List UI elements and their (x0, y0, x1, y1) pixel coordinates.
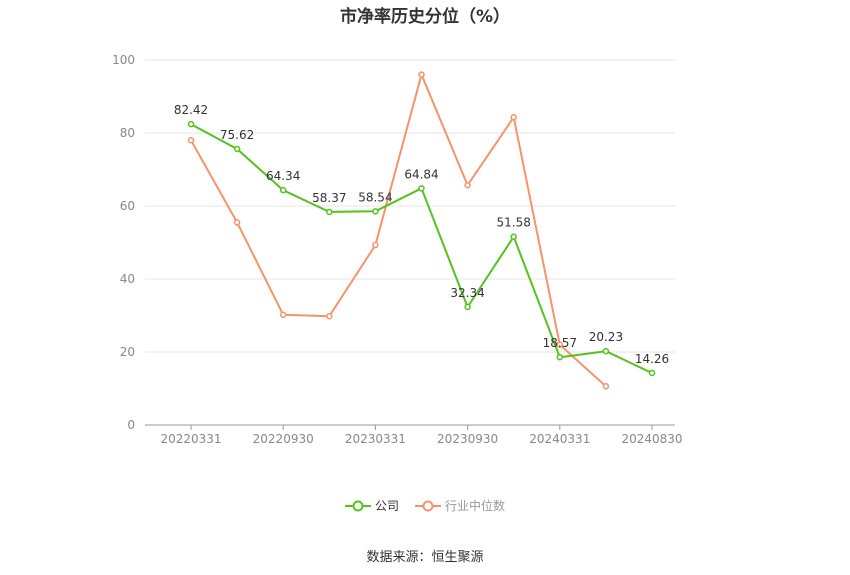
data-label-2: 64.34 (266, 169, 300, 183)
legend: 公司 行业中位数 (0, 497, 850, 514)
series-0-point-2 (279, 186, 287, 194)
series-1-point-4 (372, 241, 379, 249)
legend-industry-label: 行业中位数 (445, 499, 506, 513)
x-tick-label-20240830: 20240830 (621, 432, 682, 446)
series-1-point-5 (418, 71, 425, 78)
y-tick-label-40: 40 (120, 272, 135, 286)
series-0-point-7 (510, 233, 517, 240)
series-0-point-6 (464, 303, 471, 311)
data-label-0: 82.42 (174, 103, 208, 117)
series-lines (187, 71, 656, 390)
data-label-5: 64.84 (404, 167, 438, 181)
x-tick-label-20230331: 20230331 (345, 432, 406, 446)
y-tick-label-100: 100 (112, 53, 135, 67)
series-1-point-2 (279, 311, 287, 319)
series-1-point-8 (556, 341, 564, 348)
series-1-point-9 (602, 383, 610, 390)
series-1-point-3 (326, 312, 333, 320)
series-1-point-7 (510, 114, 517, 121)
chart-title: 市净率历史分位（%） (339, 7, 511, 27)
series-1-point-0 (187, 137, 195, 144)
series-0-point-9 (602, 347, 610, 355)
data-label-3: 58.37 (312, 191, 346, 205)
y-tick-label-20: 20 (120, 345, 135, 359)
series-line-1 (190, 73, 607, 388)
series-line-0 (190, 123, 653, 374)
series-0-point-1 (233, 145, 241, 153)
legend-company-label: 公司 (374, 499, 399, 513)
data-label-4: 58.54 (358, 190, 392, 204)
data-label-7: 51.58 (497, 216, 531, 230)
data-labels: 82.42 75.62 64.34 58.37 58.54 64.84 32.34 51.58… (174, 103, 669, 366)
data-label-1: 75.62 (220, 128, 254, 142)
y-tick-label-0: 0 (127, 418, 135, 432)
legend-item-industry[interactable]: 行业中位数 (415, 497, 505, 514)
series-0-point-4 (372, 208, 379, 215)
series-0-point-10 (648, 369, 656, 377)
series-0-point-0 (187, 120, 195, 128)
data-label-6: 32.34 (450, 286, 484, 300)
axes: 0 20 40 60 80 100 20220331 20220930 20230331 2023… (112, 53, 682, 446)
data-label-10: 14.26 (635, 352, 669, 366)
series-0-point-5 (418, 185, 425, 192)
legend-industry-line-icon (415, 500, 441, 511)
y-tick-label-80: 80 (120, 126, 135, 140)
x-tick-label-20230930: 20230930 (437, 432, 498, 446)
series-0-point-3 (326, 208, 333, 216)
x-tick-label-20220930: 20220930 (253, 432, 314, 446)
source-note: 数据来源：恒生聚源 (366, 550, 484, 565)
data-label-9: 20.23 (589, 330, 623, 344)
x-tick-label-20220331: 20220331 (160, 432, 221, 446)
series-1-point-6 (464, 181, 471, 189)
series-0-point-8 (556, 353, 564, 361)
legend-item-company[interactable]: 公司 (344, 497, 399, 514)
y-tick-label-60: 60 (120, 199, 135, 213)
series-1-point-1 (233, 219, 241, 226)
x-tick-label-20240331: 20240331 (529, 432, 590, 446)
data-label-8: 18.57 (543, 336, 577, 350)
legend-company-line-icon (344, 500, 371, 511)
grid-lines (145, 59, 675, 353)
